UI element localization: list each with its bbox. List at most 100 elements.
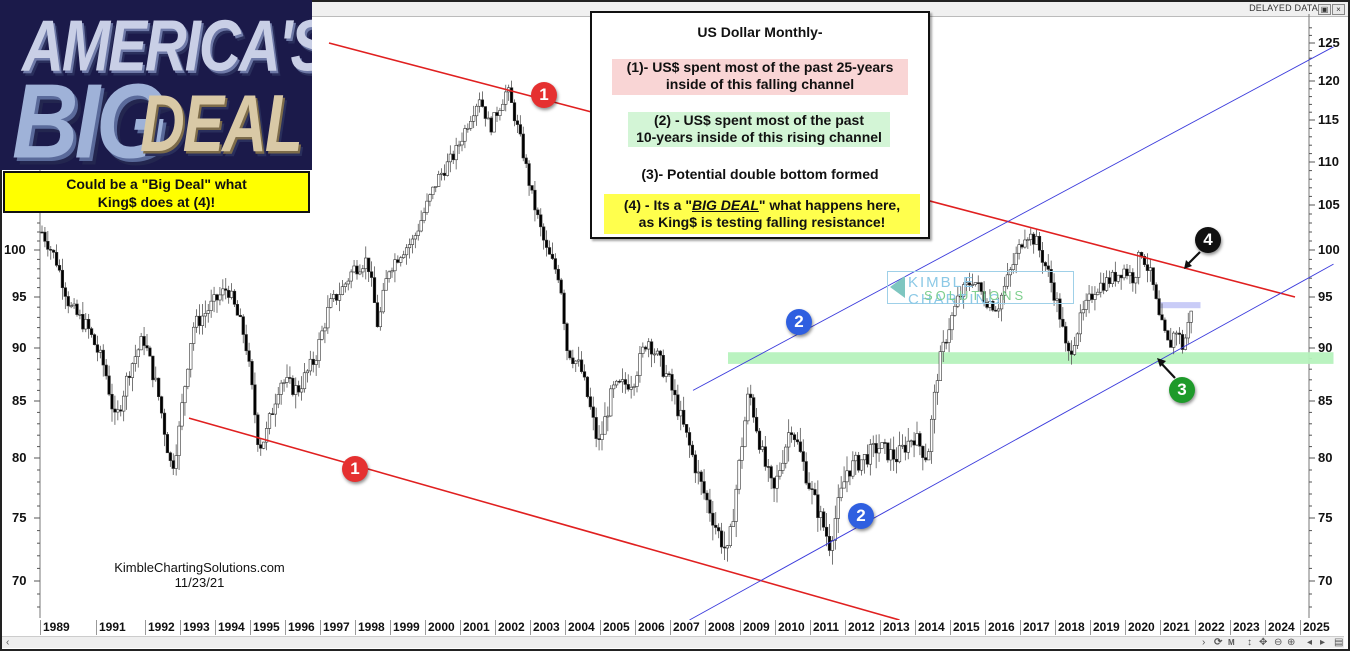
candle-body <box>632 386 636 388</box>
candle-body <box>358 271 362 275</box>
candle-body <box>407 244 412 249</box>
candle-body <box>620 379 625 383</box>
candle-body <box>43 231 47 242</box>
refresh-icon[interactable]: ⟳ <box>1214 637 1223 648</box>
candle-body <box>483 106 487 119</box>
candle-body <box>437 174 441 187</box>
candle-body <box>1008 269 1012 276</box>
candle-body <box>297 385 301 393</box>
candle-body <box>390 270 394 273</box>
candle-body <box>1072 345 1077 355</box>
candle-body <box>644 346 648 350</box>
candle-body <box>585 376 590 397</box>
candle-body <box>466 127 470 130</box>
zoom-out-icon[interactable]: ⊖ <box>1274 637 1283 648</box>
candle-body <box>361 268 365 273</box>
vertical-scale-icon[interactable]: ↕ <box>1247 637 1252 648</box>
credit-site: KimbleChartingSolutions.com <box>114 560 285 575</box>
candle-body <box>658 350 662 356</box>
candle-body <box>801 451 805 462</box>
candle-body <box>1037 235 1042 251</box>
candle-body <box>603 416 607 435</box>
candle-body <box>550 253 555 259</box>
callout-line-1: Could be a "Big Deal" what <box>66 176 247 192</box>
note-4-line-1: (4) - Its a "BIG DEAL" what happens here… <box>604 194 920 214</box>
candle-body <box>909 440 913 443</box>
pan-icon[interactable]: ✥ <box>1259 637 1268 648</box>
candle-body <box>638 353 642 376</box>
candle-body <box>982 291 986 303</box>
camera-icon[interactable]: ▣ <box>1318 4 1331 15</box>
candle-body <box>900 444 905 447</box>
candle-body <box>839 487 843 498</box>
candle-body <box>486 117 490 120</box>
candle-body <box>673 389 677 396</box>
x-tick-year: 2002 <box>495 620 531 635</box>
x-tick-year: 2019 <box>1090 620 1126 635</box>
candle-body <box>766 466 770 468</box>
candle-body <box>52 249 56 253</box>
x-tick-year: 2017 <box>1020 620 1056 635</box>
y-tick-label-left: 75 <box>12 510 27 525</box>
candle-body <box>641 346 645 354</box>
y-tick-label: 100 <box>1318 242 1340 257</box>
x-tick-year: 2007 <box>670 620 706 635</box>
candle-body <box>154 377 158 381</box>
scroll-left-button[interactable]: ‹ <box>6 637 10 648</box>
arrow-3 <box>1159 361 1176 379</box>
candle-body <box>136 349 140 357</box>
candle-body <box>66 296 70 307</box>
candle-body <box>752 397 756 418</box>
candle-body <box>574 360 578 365</box>
x-tick-year: 1989 <box>40 620 97 635</box>
candle-body <box>617 380 622 383</box>
x-tick-year: 2022 <box>1195 620 1231 635</box>
candle-body <box>515 120 520 125</box>
candle-body <box>250 361 254 386</box>
candle-body <box>533 189 537 211</box>
candle-body <box>434 186 438 188</box>
candle-body <box>495 112 499 116</box>
candle-body <box>1102 282 1106 291</box>
candle-body <box>183 386 187 404</box>
candle-body <box>133 356 137 364</box>
candle-body <box>883 442 887 444</box>
zoom-in-icon[interactable]: ⊕ <box>1287 637 1296 648</box>
candle-body <box>894 458 899 463</box>
candle-body <box>664 373 668 377</box>
candle-body <box>442 172 447 176</box>
candle-body <box>305 370 310 374</box>
candle-body <box>235 304 240 316</box>
candle-body <box>209 300 213 311</box>
candle-body <box>396 259 400 263</box>
candle-body <box>262 441 266 449</box>
candle-body <box>731 521 735 527</box>
candle-body <box>1183 337 1187 350</box>
scroll-right-button[interactable]: › <box>1202 637 1206 648</box>
candle-body <box>1166 330 1170 341</box>
candle-body <box>504 91 508 105</box>
candle-body <box>941 341 945 352</box>
period-monthly-button[interactable]: M <box>1228 638 1235 647</box>
note-rising-channel: (2) - US$ spent most of the past 10-year… <box>628 112 890 147</box>
candle-body <box>722 546 727 549</box>
candle-body <box>323 327 327 332</box>
y-tick-label-left: 70 <box>12 573 27 588</box>
x-tick-year: 2006 <box>635 620 671 635</box>
next-icon[interactable]: ▸ <box>1320 637 1326 648</box>
close-icon[interactable]: × <box>1332 4 1345 15</box>
candle-body <box>349 271 353 282</box>
prev-icon[interactable]: ◂ <box>1307 637 1313 648</box>
candle-body <box>699 471 703 482</box>
candle-body <box>416 230 420 236</box>
candle-body <box>448 153 452 163</box>
candle-body <box>591 406 595 418</box>
calculator-icon[interactable]: ▤ <box>1334 637 1344 648</box>
y-tick-label-left: 95 <box>12 289 27 304</box>
candle-body <box>224 288 228 291</box>
candle-body <box>582 371 587 378</box>
candle-body <box>886 442 890 461</box>
candle-body <box>577 359 581 362</box>
candle-body <box>976 282 980 284</box>
